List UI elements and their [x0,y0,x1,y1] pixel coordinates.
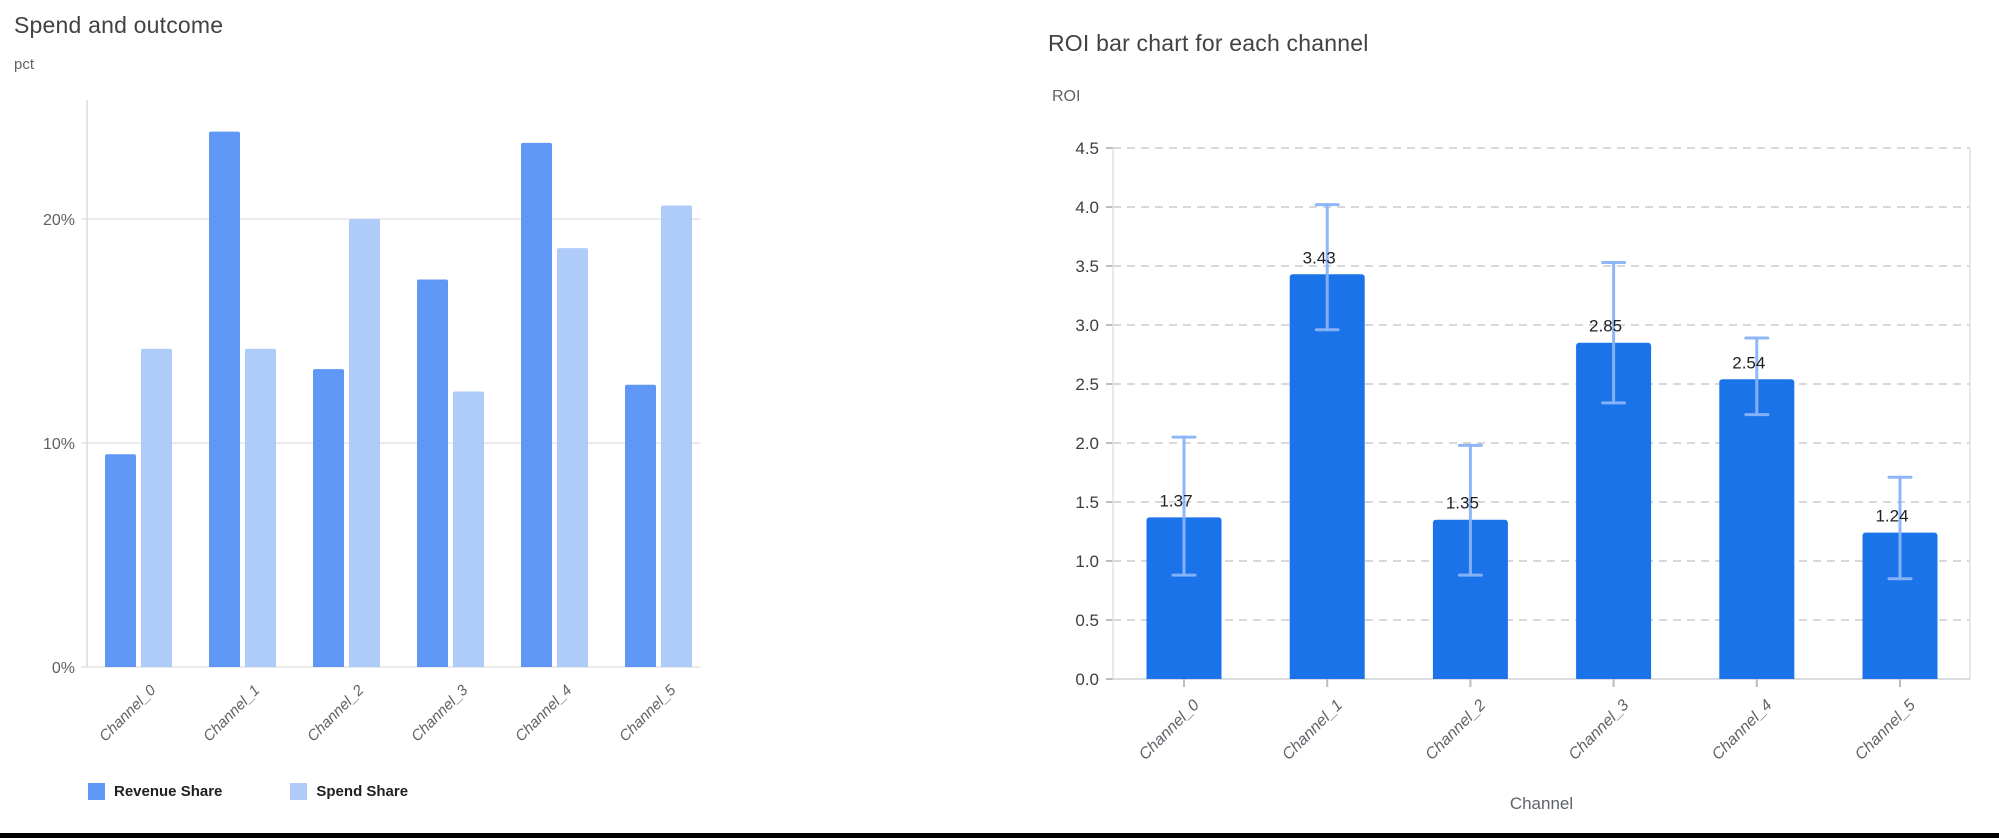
revenue-share-bar [209,131,240,667]
x-tick-label: Channel_3 [1566,697,1633,764]
y-tick-label: 3.0 [1075,316,1099,335]
y-tick-label: 0% [52,660,75,677]
revenue-share-bar [417,279,448,667]
y-tick-label: 4.5 [1075,139,1099,158]
y-tick-label: 10% [43,436,75,453]
bar-value-label: 1.37 [1159,491,1192,510]
x-tick-label: Channel_2 [1422,697,1489,764]
roi-bar [1289,274,1365,679]
revenue-share-swatch [88,783,105,800]
revenue-share-bar [313,369,344,667]
x-tick-label: Channel_4 [1709,697,1776,764]
window-bottom-edge [0,833,1999,838]
spend-share-label: Spend Share [316,783,409,800]
x-tick-label: Channel_4 [512,682,575,745]
spend-share-bar [661,205,692,667]
revenue-share-bar [105,454,136,667]
bar-value-label: 3.43 [1303,248,1336,267]
x-tick-label: Channel_2 [304,681,368,745]
y-tick-label: 1.5 [1075,493,1099,512]
bar-value-label: 1.35 [1446,494,1479,513]
x-tick-label: Channel_3 [408,681,472,745]
roi-bar [1862,532,1938,679]
y-tick-label: 2.0 [1075,434,1099,453]
roi-bar [1146,517,1222,679]
spend-share-bar [141,348,172,667]
spend-share-bar [245,348,276,667]
y-tick-label: 0.0 [1075,670,1099,689]
spend-share-swatch [290,783,308,800]
roi-bar [1719,379,1795,679]
x-tick-label: Channel_5 [616,681,680,745]
legend-item-revenue-share: Revenue Share [88,783,222,800]
y-tick-label: 4.0 [1075,198,1099,217]
revenue-share-bar [625,384,656,667]
bar-value-label: 2.85 [1589,317,1622,336]
left-chart-y-axis-unit: pct [14,56,35,73]
legend-item-spend-share: Spend Share [290,783,408,800]
y-tick-label: 2.5 [1075,375,1099,394]
left-chart-legend: Revenue Share Spend Share [88,783,408,800]
x-tick-label: Channel_1 [1279,697,1346,764]
revenue-share-bar [521,142,552,668]
y-tick-label: 0.5 [1075,611,1099,630]
right-chart-x-axis-title: Channel [1509,794,1574,813]
roi-bar [1432,519,1508,679]
x-tick-label: Channel_1 [200,682,263,745]
spend-share-bar [453,391,484,667]
spend-share-bar [349,219,380,667]
x-tick-label: Channel_0 [1136,697,1203,764]
x-tick-label: Channel_0 [96,681,160,745]
bar-value-label: 2.54 [1732,353,1765,372]
x-tick-label: Channel_5 [1852,697,1919,764]
right-chart-y-axis-unit: ROI [1052,88,1081,105]
left-chart-title: Spend and outcome [14,12,224,38]
roi-bar [1576,342,1652,679]
right-chart-title: ROI bar chart for each channel [1048,30,1369,56]
bar-value-label: 1.24 [1875,507,1908,526]
spend-share-bar [557,248,588,667]
y-tick-label: 3.5 [1075,257,1099,276]
y-tick-label: 1.0 [1075,552,1099,571]
revenue-share-label: Revenue Share [114,783,223,800]
y-tick-label: 20% [43,212,75,229]
